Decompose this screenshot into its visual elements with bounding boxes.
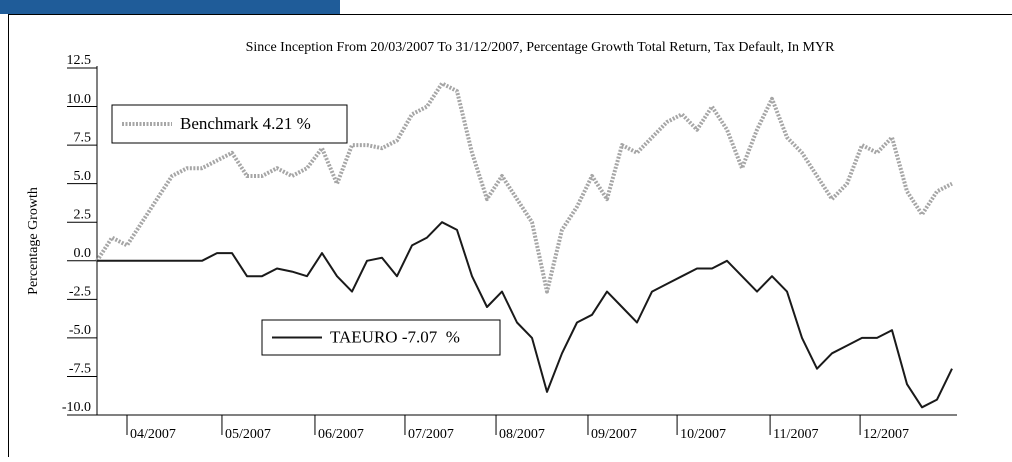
- legend-label: Benchmark 4.21 %: [180, 114, 311, 133]
- y-tick-label: 5.0: [74, 169, 92, 184]
- series-line: [97, 222, 952, 407]
- legend-label: TAEURO -7.07 %: [330, 327, 460, 346]
- frame: [9, 15, 1012, 458]
- y-tick-label: -10.0: [62, 400, 91, 415]
- header-banner: [0, 0, 340, 14]
- y-tick-label: 2.5: [74, 207, 92, 222]
- y-tick-label: 10.0: [67, 92, 92, 107]
- y-tick-label: -5.0: [69, 323, 91, 338]
- y-tick-label: -7.5: [69, 362, 91, 377]
- x-tick-label: 11/2007: [773, 427, 818, 442]
- x-tick-label: 08/2007: [499, 427, 545, 442]
- y-tick-label: 0.0: [74, 246, 92, 261]
- chart-title: Since Inception From 20/03/2007 To 31/12…: [246, 40, 836, 55]
- x-tick-label: 10/2007: [680, 427, 726, 442]
- y-tick-label: 7.5: [74, 130, 92, 145]
- x-tick-label: 06/2007: [318, 427, 364, 442]
- y-tick-label: 12.5: [67, 53, 92, 68]
- x-tick-label: 12/2007: [863, 427, 909, 442]
- x-tick-label: 09/2007: [591, 427, 637, 442]
- x-tick-label: 05/2007: [225, 427, 271, 442]
- y-tick-label: -2.5: [69, 285, 91, 300]
- x-tick-label: 04/2007: [130, 427, 176, 442]
- x-tick-label: 07/2007: [408, 427, 454, 442]
- y-axis-label: Percentage Growth: [26, 187, 41, 295]
